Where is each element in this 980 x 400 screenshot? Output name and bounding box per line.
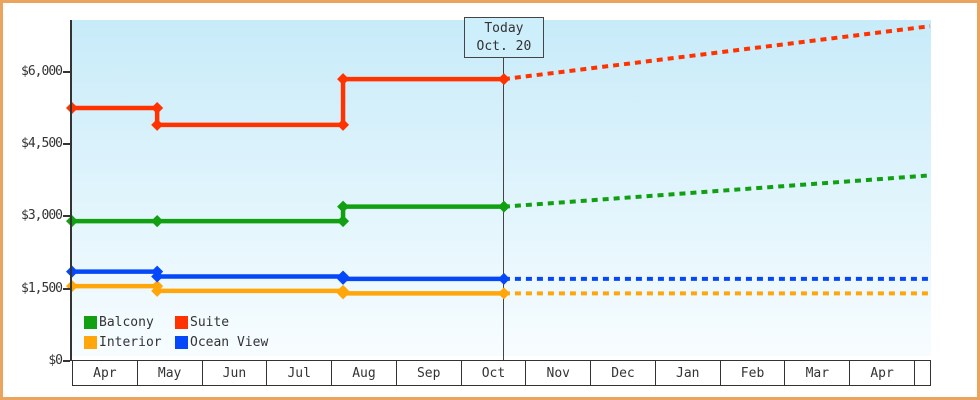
- ocean-view-swatch-icon: [175, 335, 188, 349]
- legend-row: Interior Ocean View: [84, 332, 268, 352]
- month-label: Aug: [331, 361, 396, 385]
- interior-swatch-icon: [84, 335, 97, 349]
- month-label: Nov: [525, 361, 590, 385]
- today-annotation: Today Oct. 20: [463, 17, 544, 58]
- legend-item-suite: Suite: [175, 315, 229, 330]
- month-axis: Apr May Jun Jul Aug Sep Oct Nov Dec Jan …: [72, 360, 931, 386]
- y-axis-label: $3,000: [21, 208, 63, 224]
- suite-swatch-icon: [175, 315, 188, 329]
- month-label: Oct: [460, 361, 526, 385]
- month-axis-end-cell: [913, 361, 930, 385]
- y-axis-tick: [63, 287, 70, 290]
- legend-item-interior: Interior: [84, 335, 175, 350]
- month-label: Apr: [849, 361, 914, 385]
- y-axis-label: $6,000: [21, 63, 63, 79]
- month-label: Dec: [590, 361, 655, 385]
- legend-row: Balcony Suite: [84, 312, 268, 332]
- month-label: May: [136, 361, 202, 385]
- month-label: Jun: [201, 361, 267, 385]
- plot-area: [72, 20, 931, 356]
- legend-label: Balcony: [99, 314, 154, 330]
- y-axis-tick: [63, 143, 70, 146]
- month-label: Jul: [266, 361, 331, 385]
- today-annotation-title: Today: [484, 21, 524, 36]
- y-axis-label: $1,500: [21, 280, 63, 296]
- month-label: Sep: [395, 361, 461, 385]
- legend-item-ocean-view: Ocean View: [175, 335, 268, 350]
- y-axis-tick: [63, 70, 70, 73]
- today-annotation-date: Oct. 20: [476, 39, 532, 54]
- legend: Balcony Suite Interior Ocean View: [84, 312, 268, 352]
- legend-item-balcony: Balcony: [84, 315, 175, 330]
- y-axis-label: $0: [48, 352, 63, 368]
- month-label: Jan: [654, 361, 720, 385]
- y-axis-line: [70, 20, 72, 361]
- month-label: Mar: [784, 361, 849, 385]
- month-label: Apr: [93, 365, 117, 381]
- y-axis-tick: [63, 359, 70, 362]
- y-axis-label: $4,500: [21, 136, 63, 152]
- month-label: Feb: [719, 361, 785, 385]
- legend-label: Ocean View: [190, 334, 269, 350]
- y-axis-tick: [63, 215, 70, 218]
- balcony-swatch-icon: [84, 315, 97, 329]
- today-marker-line: [503, 58, 505, 361]
- legend-label: Interior: [99, 334, 162, 350]
- legend-label: Suite: [190, 314, 230, 330]
